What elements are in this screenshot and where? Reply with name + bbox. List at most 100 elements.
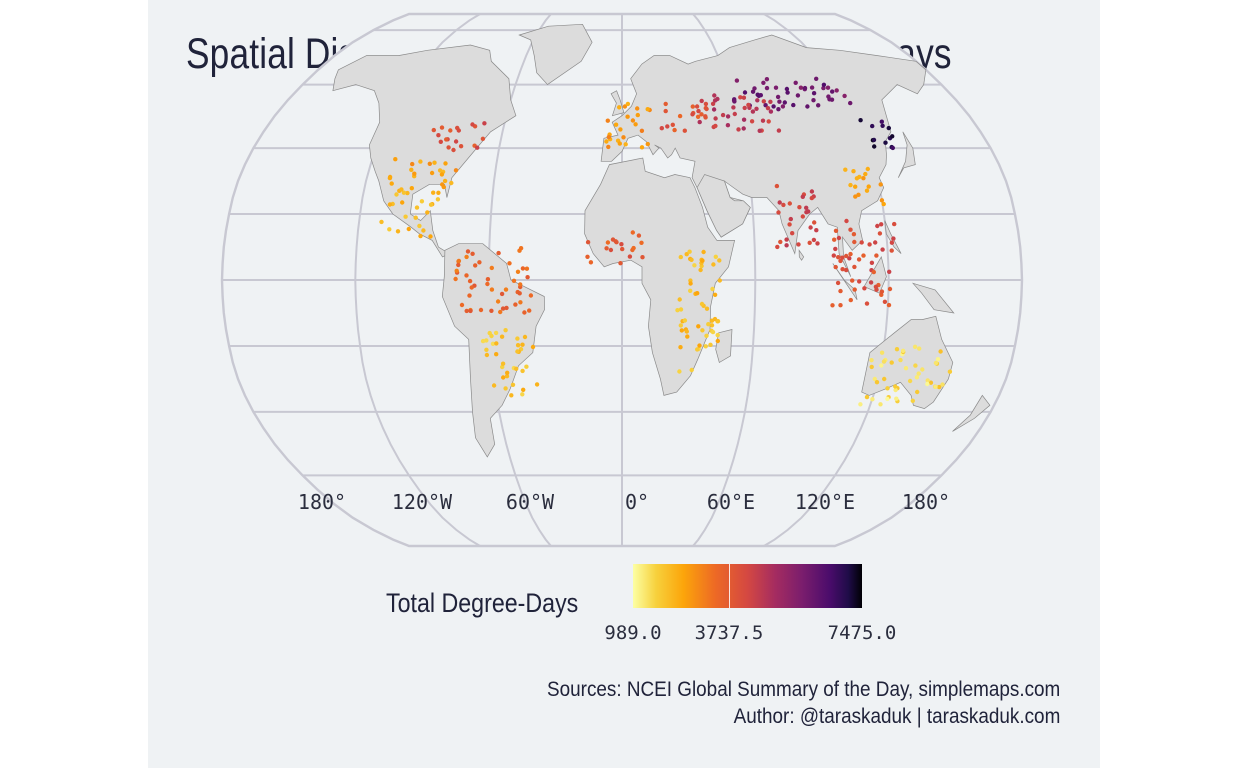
city-point [639, 240, 644, 245]
city-point [505, 370, 510, 375]
city-point [768, 99, 773, 105]
city-point [858, 402, 863, 407]
city-point [749, 119, 755, 124]
city-point [520, 392, 525, 397]
city-point [935, 357, 941, 362]
city-point [522, 334, 528, 340]
city-point [517, 291, 522, 296]
city-point [892, 221, 897, 227]
city-point [865, 166, 870, 172]
city-point [933, 384, 938, 389]
city-point [894, 347, 900, 352]
city-point [440, 182, 445, 187]
city-point [815, 241, 820, 246]
city-point [776, 107, 781, 112]
city-point [695, 291, 700, 296]
city-point [636, 233, 642, 238]
city-point [453, 139, 459, 144]
city-point [851, 169, 856, 174]
city-point [620, 246, 625, 252]
city-point [761, 99, 766, 104]
city-point [606, 134, 611, 140]
city-point [703, 101, 709, 107]
city-point [910, 398, 915, 403]
city-point [827, 97, 832, 102]
city-point [731, 105, 736, 110]
city-point [857, 279, 862, 284]
city-point [867, 242, 872, 247]
city-point [838, 303, 843, 308]
city-point [898, 357, 903, 363]
city-point [439, 125, 445, 130]
city-point [401, 190, 407, 195]
city-point [706, 322, 711, 327]
city-point [395, 229, 401, 234]
city-point [698, 267, 703, 273]
city-point [623, 142, 628, 147]
city-point [844, 267, 849, 273]
city-point [807, 240, 812, 245]
landmass-borneo [863, 255, 887, 294]
city-point [750, 109, 756, 114]
city-point [630, 230, 635, 235]
city-point [742, 90, 748, 95]
city-point [448, 128, 453, 133]
city-point [836, 235, 842, 241]
city-point [773, 85, 779, 90]
city-point [456, 258, 462, 264]
city-point [804, 210, 809, 215]
city-point [694, 104, 700, 109]
city-point [834, 88, 839, 93]
city-point [690, 104, 695, 109]
city-point [625, 114, 630, 119]
legend-label-max: 7475.0 [827, 622, 897, 644]
city-point [480, 338, 486, 344]
city-point [605, 240, 611, 245]
city-point [525, 275, 530, 280]
city-point [696, 324, 701, 329]
city-point [389, 181, 394, 186]
city-point [821, 85, 826, 91]
city-point [938, 349, 943, 354]
city-point [419, 199, 425, 204]
city-point [784, 243, 789, 248]
city-point [886, 125, 891, 131]
city-point [618, 127, 623, 132]
city-point [933, 360, 939, 366]
city-point [738, 95, 743, 100]
city-point [403, 214, 408, 219]
city-point [534, 382, 540, 387]
city-point [510, 382, 516, 387]
city-point [465, 249, 471, 254]
city-point [889, 240, 895, 245]
city-point [711, 262, 716, 267]
city-point [863, 171, 868, 177]
city-point [500, 361, 506, 366]
city-point [699, 98, 704, 104]
city-point [484, 347, 489, 352]
city-point [712, 93, 717, 98]
city-point [522, 310, 527, 315]
city-point [710, 286, 715, 292]
city-point [746, 102, 751, 108]
city-point [438, 139, 443, 144]
city-point [742, 105, 747, 111]
city-point [678, 254, 683, 260]
city-point [528, 293, 534, 298]
city-point [635, 106, 640, 111]
city-point [856, 257, 862, 262]
city-point [435, 197, 441, 202]
city-point [477, 260, 482, 265]
city-point [618, 261, 623, 266]
city-point [830, 303, 835, 308]
city-point [499, 291, 505, 297]
city-point [606, 144, 611, 150]
city-point [684, 329, 689, 334]
city-point [475, 145, 480, 150]
city-point [768, 109, 774, 114]
city-point [928, 380, 934, 385]
city-point [776, 210, 781, 215]
city-point [940, 382, 945, 387]
city-point [871, 269, 876, 275]
city-point [715, 332, 720, 338]
